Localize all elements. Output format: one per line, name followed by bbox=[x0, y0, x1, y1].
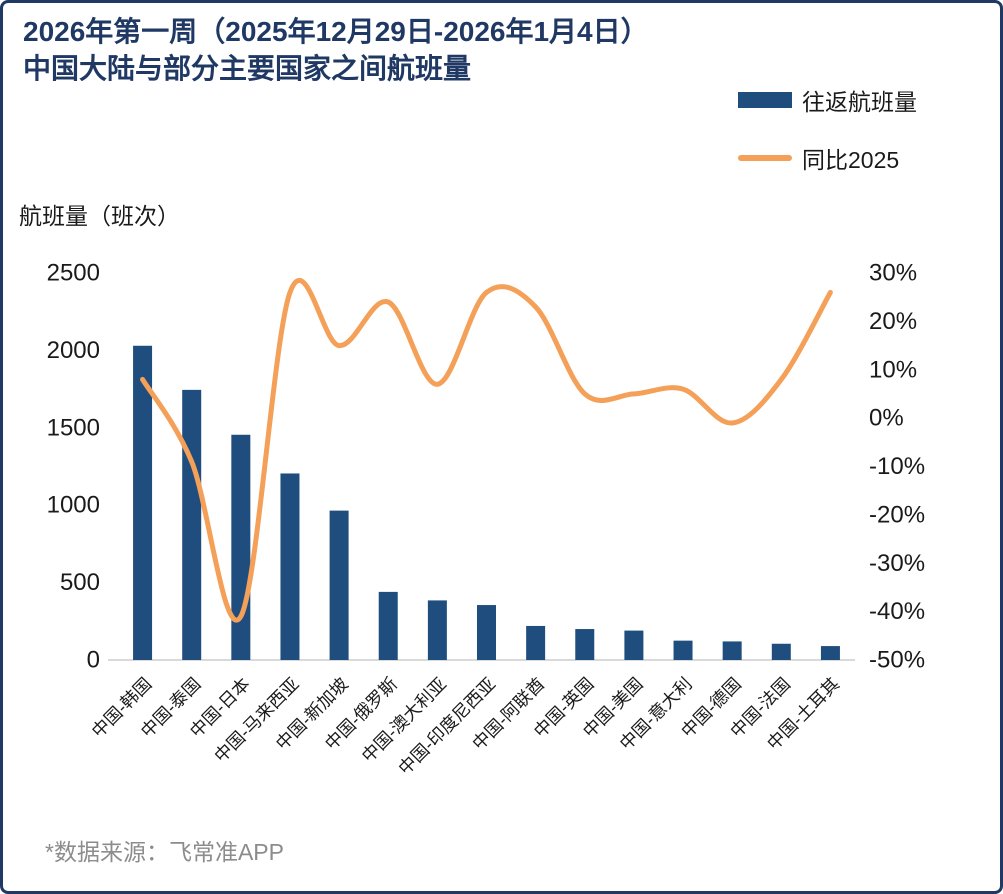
bar-中国-法国 bbox=[771, 643, 791, 660]
bar-中国-英国 bbox=[575, 629, 595, 660]
source-note: *数据来源：飞常准APP bbox=[45, 839, 284, 865]
left-axis-tick: 0 bbox=[87, 647, 100, 674]
right-axis-tick: 20% bbox=[869, 308, 917, 335]
left-axis-title: 航班量（班次） bbox=[19, 203, 180, 229]
line-series-swatch bbox=[738, 155, 792, 161]
bar-中国-德国 bbox=[722, 641, 742, 660]
left-axis-tick: 2000 bbox=[47, 337, 100, 364]
right-axis-tick: -20% bbox=[869, 501, 925, 528]
combo-chart: 2500 2000 1500 1000 500 0 30% 20% 10% 0% -10% -20% -… bbox=[47, 260, 925, 779]
legend-label-flights: 往返航班量 bbox=[802, 89, 917, 115]
right-axis-tick: -40% bbox=[869, 598, 925, 625]
bar-series-swatch bbox=[738, 92, 792, 108]
bar-中国-日本 bbox=[231, 434, 251, 660]
bar-中国-澳大利亚 bbox=[427, 600, 447, 660]
right-axis-tick: 30% bbox=[869, 260, 917, 287]
right-axis-tick: -50% bbox=[869, 647, 925, 674]
bar-中国-泰国 bbox=[182, 389, 202, 660]
bar-中国-新加坡 bbox=[329, 510, 349, 660]
legend-item-flights: 往返航班量 bbox=[738, 87, 998, 115]
yoy-line bbox=[140, 278, 833, 623]
right-axis-tick: 0% bbox=[869, 405, 904, 432]
left-axis-tick: 1000 bbox=[47, 492, 100, 519]
x-axis-label: 中国-马来西亚 bbox=[210, 674, 303, 767]
bar-中国-俄罗斯 bbox=[378, 591, 398, 660]
bar-中国-马来西亚 bbox=[280, 473, 300, 660]
legend: 往返航班量 同比2025 bbox=[738, 87, 998, 203]
left-axis-tick: 500 bbox=[60, 569, 100, 596]
chart-title-line1: 2026年第一周（2025年12月29日-2026年1月4日） bbox=[23, 16, 649, 47]
chart-title-line2: 中国大陆与部分主要国家之间航班量 bbox=[23, 53, 472, 84]
bar-中国-意大利 bbox=[673, 640, 693, 660]
page-title: 2026年第一周（2025年12月29日-2026年1月4日） 中国大陆与部分主… bbox=[23, 13, 649, 87]
right-axis-tick: -30% bbox=[869, 550, 925, 577]
left-axis-tick: 1500 bbox=[47, 414, 100, 441]
right-axis-tick: -10% bbox=[869, 453, 925, 480]
bar-中国-阿联酋 bbox=[526, 625, 546, 660]
bar-中国-韩国 bbox=[133, 345, 153, 660]
legend-item-yoy: 同比2025 bbox=[738, 145, 998, 173]
left-axis-tick: 2500 bbox=[47, 260, 100, 287]
bar-中国-印度尼西亚 bbox=[477, 605, 496, 660]
right-axis-tick: 10% bbox=[869, 356, 917, 383]
x-axis-label: 中国-澳大利亚 bbox=[358, 674, 451, 767]
bar-中国-土耳其 bbox=[820, 646, 840, 660]
legend-label-yoy: 同比2025 bbox=[802, 147, 900, 173]
bar-中国-美国 bbox=[624, 630, 644, 660]
